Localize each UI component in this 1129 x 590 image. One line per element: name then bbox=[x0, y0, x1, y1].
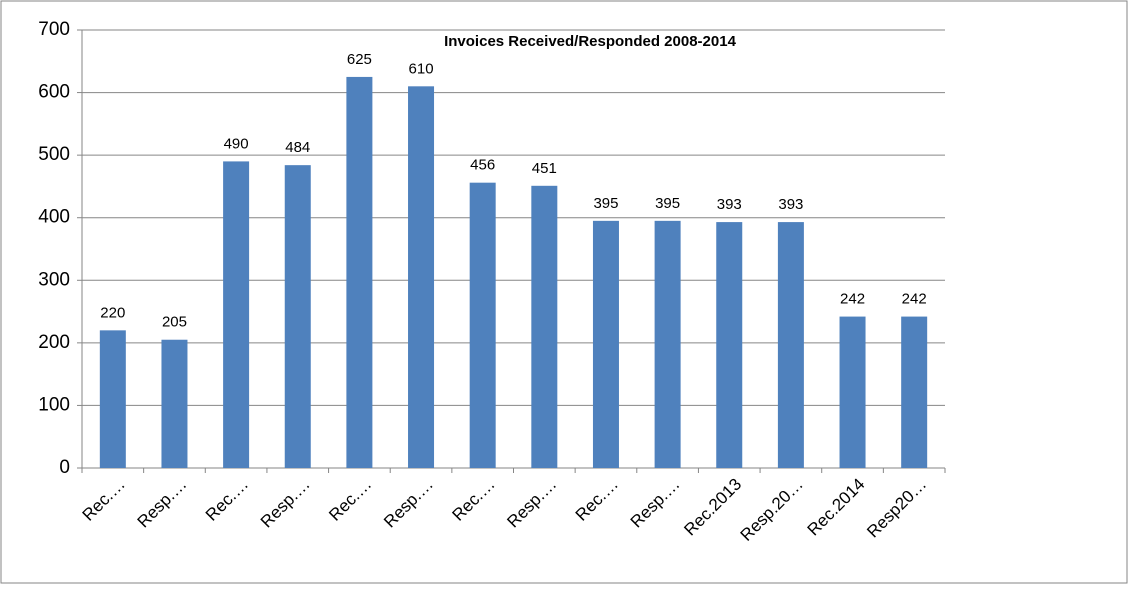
bar bbox=[654, 220, 681, 468]
bar bbox=[592, 220, 619, 468]
data-label: 395 bbox=[593, 195, 618, 212]
data-label: 205 bbox=[162, 314, 187, 331]
y-tick-label: 600 bbox=[38, 82, 70, 103]
y-tick-label: 300 bbox=[38, 269, 70, 290]
data-label: 484 bbox=[285, 139, 310, 156]
y-tick-label: 100 bbox=[38, 394, 70, 415]
data-label: 393 bbox=[778, 196, 803, 213]
bar bbox=[531, 185, 558, 468]
bar bbox=[839, 316, 866, 468]
data-label: 451 bbox=[532, 160, 557, 177]
data-label: 625 bbox=[347, 51, 372, 68]
y-tick-label: 200 bbox=[38, 332, 70, 353]
data-label: 610 bbox=[409, 60, 434, 77]
bar bbox=[284, 165, 311, 468]
bar bbox=[901, 316, 928, 468]
data-label: 220 bbox=[100, 304, 125, 321]
bar bbox=[716, 222, 743, 468]
bar bbox=[223, 161, 250, 468]
bar bbox=[469, 182, 496, 468]
data-label: 456 bbox=[470, 157, 495, 174]
chart-title: Invoices Received/Responded 2008-2014 bbox=[444, 33, 736, 50]
data-label: 490 bbox=[224, 135, 249, 152]
data-label: 242 bbox=[840, 291, 865, 308]
bar bbox=[408, 86, 435, 469]
y-tick-label: 400 bbox=[38, 207, 70, 228]
data-label: 393 bbox=[717, 196, 742, 213]
bar bbox=[161, 339, 188, 468]
bar bbox=[777, 222, 804, 468]
y-tick-label: 500 bbox=[38, 144, 70, 165]
bar bbox=[99, 330, 126, 468]
bar bbox=[346, 76, 373, 468]
data-label: 242 bbox=[902, 291, 927, 308]
data-label: 395 bbox=[655, 195, 680, 212]
y-tick-label: 700 bbox=[38, 19, 70, 40]
y-tick-label: 0 bbox=[59, 457, 70, 478]
